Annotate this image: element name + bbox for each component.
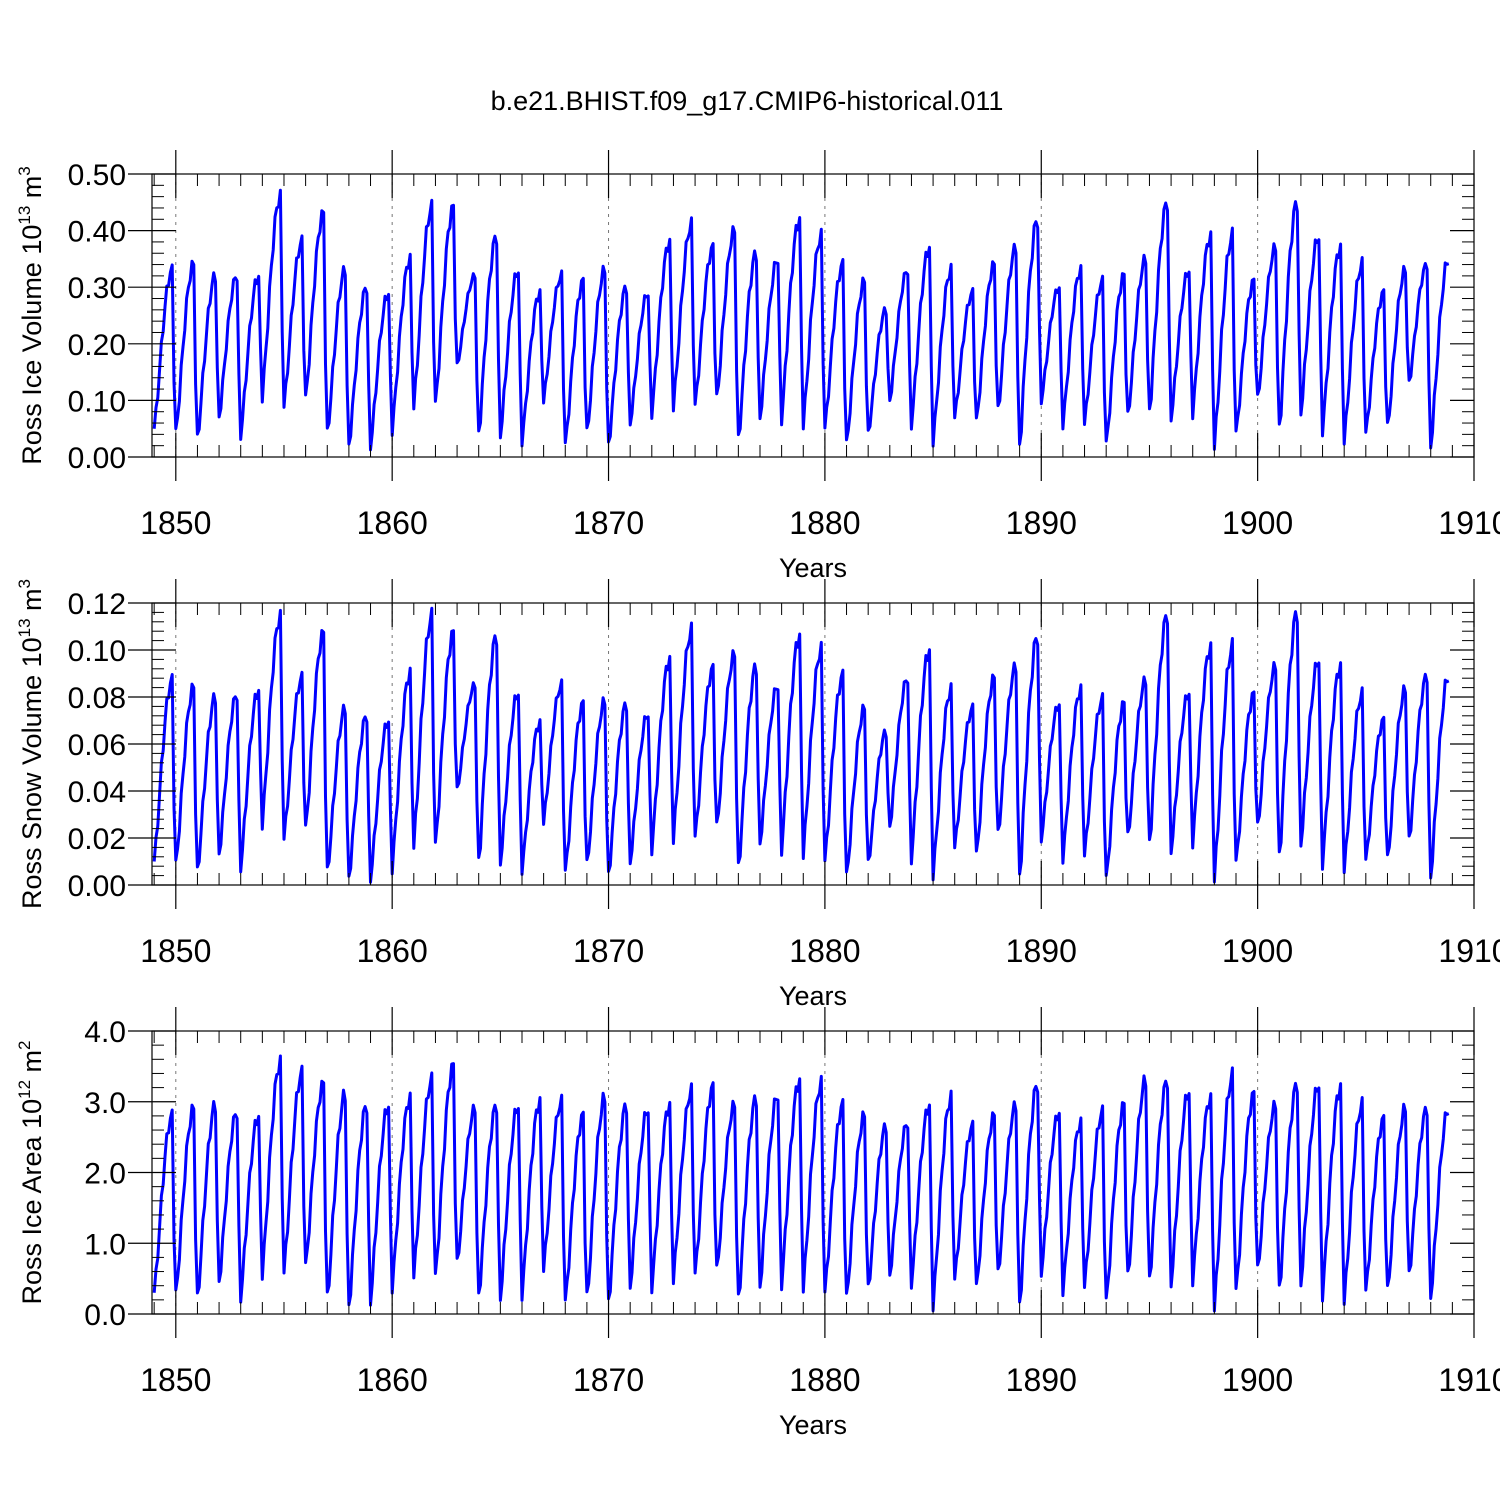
x-tick-label: 1850 bbox=[140, 1362, 211, 1398]
y-axis-label-unit-exp: 2 bbox=[15, 1040, 34, 1049]
x-tick-label: 1880 bbox=[789, 933, 860, 969]
y-axis-label-unit-exp: 3 bbox=[15, 579, 34, 588]
x-tick-label: 1860 bbox=[357, 933, 428, 969]
x-axis-label: Years bbox=[779, 1410, 847, 1440]
x-tick-label: 1900 bbox=[1222, 933, 1293, 969]
x-tick-label: 1910 bbox=[1438, 505, 1500, 541]
x-tick-label: 1910 bbox=[1438, 933, 1500, 969]
x-tick-label: 1910 bbox=[1438, 1362, 1500, 1398]
y-axis-label-unit-exp: 3 bbox=[15, 166, 34, 175]
y-tick-label: 0.10 bbox=[68, 385, 126, 418]
y-axis-label-exp: 13 bbox=[15, 206, 34, 225]
x-tick-label: 1880 bbox=[789, 1362, 860, 1398]
x-tick-label: 1880 bbox=[789, 505, 860, 541]
x-tick-label: 1870 bbox=[573, 505, 644, 541]
panel-ice-volume: 0.00 0.10 0.20 0.30 0.40 0.50 1850 1860 1870 1880… bbox=[15, 150, 1500, 583]
figure-title: b.e21.BHIST.f09_g17.CMIP6-historical.011 bbox=[491, 86, 1004, 116]
panel-ice-area: 0.0 1.0 2.0 3.0 4.0 1850 1860 1870 1880 1890 1900 1… bbox=[15, 1007, 1500, 1440]
plot-frame bbox=[151, 173, 1475, 458]
y-tick-label: 0.10 bbox=[68, 635, 126, 668]
series-line-ice_area bbox=[152, 1054, 1450, 1313]
y-tick-label: 0.40 bbox=[68, 216, 126, 249]
x-tick-label: 1900 bbox=[1222, 1362, 1293, 1398]
y-axis-label-unit: m bbox=[17, 588, 47, 618]
series-line-ice_volume bbox=[152, 188, 1450, 452]
y-tick-label: 4.0 bbox=[84, 1016, 126, 1049]
y-tick-label: 0.02 bbox=[68, 823, 126, 856]
y-tick-label: 0.00 bbox=[68, 870, 126, 903]
y-tick-label: 0.08 bbox=[68, 682, 126, 715]
y-axis-label: Ross Ice Volume 1013 m3 bbox=[15, 166, 47, 465]
y-tick-label: 0.12 bbox=[68, 588, 126, 621]
x-tick-label: 1890 bbox=[1006, 933, 1077, 969]
y-axis-label-exp: 13 bbox=[15, 618, 34, 637]
panel-snow-volume: 0.00 0.02 0.04 0.06 0.08 0.10 0.12 1850 1860 1870… bbox=[15, 579, 1500, 1011]
x-tick-label: 1900 bbox=[1222, 505, 1293, 541]
y-axis-label-prefix: Ross Ice Volume 10 bbox=[17, 225, 47, 465]
x-tick-label: 1870 bbox=[573, 1362, 644, 1398]
y-tick-label: 0.30 bbox=[68, 272, 126, 305]
x-tick-label: 1860 bbox=[357, 505, 428, 541]
y-tick-label: 0.04 bbox=[68, 776, 126, 809]
y-axis-label: Ross Ice Area 1012 m2 bbox=[15, 1040, 47, 1304]
series-line-snow_volume bbox=[152, 606, 1450, 884]
x-tick-label: 1850 bbox=[140, 933, 211, 969]
y-tick-label: 0.06 bbox=[68, 729, 126, 762]
y-tick-label: 0.00 bbox=[68, 442, 126, 475]
x-tick-label: 1850 bbox=[140, 505, 211, 541]
y-tick-label: 0.20 bbox=[68, 329, 126, 362]
y-axis-label-unit: m bbox=[17, 176, 47, 206]
x-tick-label: 1870 bbox=[573, 933, 644, 969]
x-axis-label: Years bbox=[779, 553, 847, 583]
y-tick-label: 2.0 bbox=[84, 1158, 126, 1191]
y-axis-label-prefix: Ross Ice Area 10 bbox=[17, 1099, 47, 1305]
y-axis-label-unit: m bbox=[17, 1050, 47, 1080]
y-tick-label: 0.0 bbox=[84, 1299, 126, 1332]
x-tick-label: 1860 bbox=[357, 1362, 428, 1398]
y-axis-label-exp: 12 bbox=[15, 1080, 34, 1099]
x-axis-label: Years bbox=[779, 981, 847, 1011]
x-tick-label: 1890 bbox=[1006, 1362, 1077, 1398]
y-axis-label: Ross Snow Volume 1013 m3 bbox=[15, 579, 47, 909]
y-tick-label: 0.50 bbox=[68, 159, 126, 192]
y-axis-label-prefix: Ross Snow Volume 10 bbox=[17, 637, 47, 909]
x-tick-label: 1890 bbox=[1006, 505, 1077, 541]
y-tick-label: 3.0 bbox=[84, 1087, 126, 1120]
y-tick-label: 1.0 bbox=[84, 1228, 126, 1261]
